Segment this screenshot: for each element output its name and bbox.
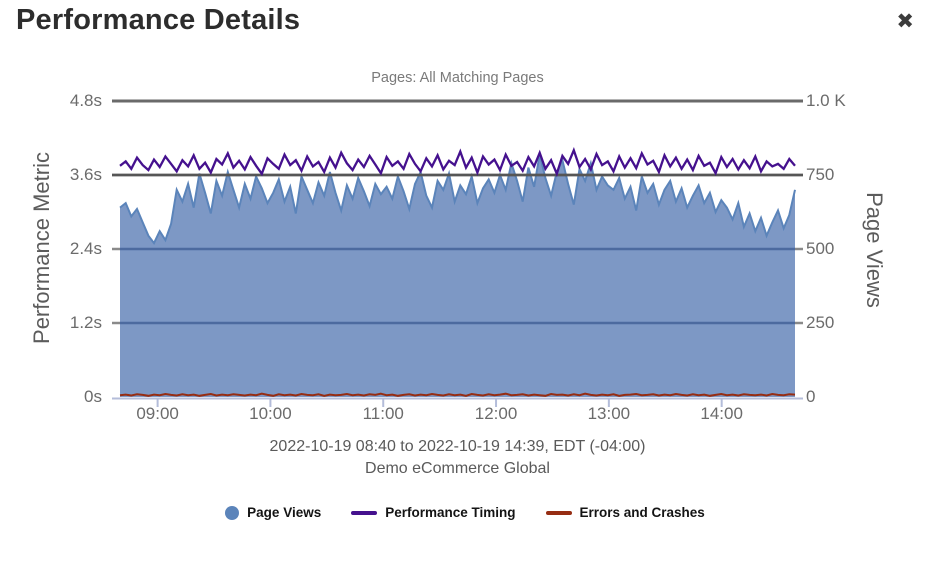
page-views-area	[120, 154, 795, 397]
legend-item-performance-timing[interactable]: Performance Timing	[351, 505, 516, 520]
errors-crashes-line	[119, 392, 796, 397]
chart-legend: Page Views Performance Timing Errors and…	[0, 505, 930, 520]
right-axis-tick-250: 250	[806, 313, 835, 332]
legend-label: Performance Timing	[385, 505, 516, 520]
left-axis-tick-2.4s: 2.4s	[69, 239, 102, 258]
plot-svg[interactable]	[110, 98, 805, 412]
right-axis-tick-500: 500	[806, 239, 835, 258]
legend-label: Page Views	[247, 505, 322, 520]
chart-title: Pages: All Matching Pages	[371, 70, 544, 86]
page-views-circle-icon	[225, 505, 240, 520]
right-axis-tick-0: 0	[806, 387, 816, 406]
x-axis-tick-09:00: 09:00	[136, 404, 179, 423]
dialog-header: Performance Details ✖	[0, 0, 930, 48]
legend-label: Errors and Crashes	[579, 505, 705, 520]
left-axis-tick-4.8s: 4.8s	[69, 91, 102, 110]
legend-item-errors-crashes[interactable]: Errors and Crashes	[545, 505, 705, 520]
legend-item-page-views[interactable]: Page Views	[225, 505, 321, 520]
performance-timing-line-icon	[351, 510, 378, 515]
chart-subtitle-range: 2022-10-19 08:40 to 2022-10-19 14:39, ED…	[269, 438, 646, 455]
errors-crashes-line-icon	[545, 510, 572, 515]
x-axis-tick-12:00: 12:00	[474, 404, 518, 423]
x-axis-tick-13:00: 13:00	[587, 404, 631, 423]
x-axis-tick-14:00: 14:00	[700, 404, 743, 423]
right-axis-tick-750: 750	[806, 165, 835, 184]
left-axis-tick-3.6s: 3.6s	[69, 165, 102, 184]
chart-subtitle-source: Demo eCommerce Global	[365, 460, 550, 477]
dialog-title: Performance Details	[16, 4, 301, 36]
x-axis-tick-10:00: 10:00	[249, 404, 292, 423]
performance-timing-line	[119, 147, 796, 178]
left-axis-tick-1.2s: 1.2s	[69, 313, 102, 332]
page-views-line	[119, 154, 796, 246]
left-axis-tick-0s: 0s	[84, 387, 102, 406]
x-axis-tick-11:00: 11:00	[362, 404, 404, 423]
right-axis-tick-1.0 K: 1.0 K	[806, 91, 846, 110]
close-icon[interactable]: ✖	[896, 10, 914, 33]
